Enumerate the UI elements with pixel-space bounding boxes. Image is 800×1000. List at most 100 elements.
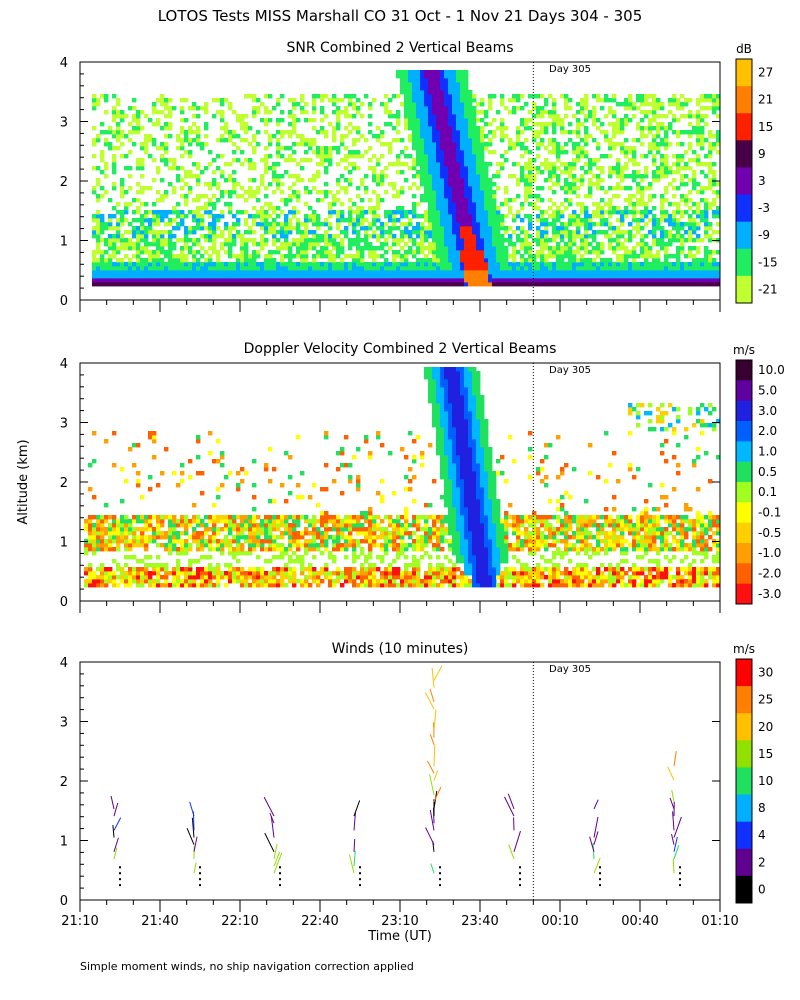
snr-cell <box>432 190 437 195</box>
snr-cell <box>148 218 153 223</box>
snr-cell <box>292 194 297 199</box>
snr-cell <box>564 94 569 99</box>
snr-cell <box>460 230 465 235</box>
snr-cell <box>100 150 105 155</box>
snr-cell <box>576 186 581 191</box>
snr-cell <box>172 270 177 275</box>
doppler-cell <box>124 579 129 584</box>
snr-cell <box>144 278 149 283</box>
doppler-cell <box>120 467 125 472</box>
snr-cell <box>356 150 361 155</box>
snr-cell <box>364 262 369 267</box>
snr-cell <box>548 170 553 175</box>
snr-cell <box>188 186 193 191</box>
snr-cell <box>536 262 541 267</box>
snr-cell <box>240 246 245 251</box>
snr-cell <box>436 142 441 147</box>
doppler-cell <box>136 535 141 540</box>
snr-cell <box>212 182 217 187</box>
snr-cell <box>152 218 157 223</box>
snr-cell <box>388 162 393 167</box>
snr-cell <box>332 130 337 135</box>
snr-cell <box>484 170 489 175</box>
snr-cell <box>444 114 449 119</box>
snr-cell <box>464 134 469 139</box>
snr-cell <box>436 138 441 143</box>
snr-cell <box>480 266 485 271</box>
snr-cell <box>580 178 585 183</box>
snr-cell <box>180 274 185 279</box>
snr-cell <box>196 126 201 131</box>
snr-cell <box>120 142 125 147</box>
snr-cell <box>356 98 361 103</box>
doppler-cell <box>160 583 165 588</box>
snr-cell <box>628 250 633 255</box>
snr-cell <box>472 230 477 235</box>
snr-cell <box>468 242 473 247</box>
doppler-cell <box>116 527 121 532</box>
snr-cell <box>516 126 521 131</box>
snr-cell <box>480 202 485 207</box>
snr-cell <box>448 234 453 239</box>
snr-cell <box>440 110 445 115</box>
snr-cell <box>536 242 541 247</box>
snr-cell <box>184 234 189 239</box>
snr-cell <box>352 106 357 111</box>
snr-cell <box>716 102 721 107</box>
snr-cell <box>668 242 673 247</box>
snr-cell <box>480 270 485 275</box>
snr-cell <box>236 158 241 163</box>
snr-cell <box>660 162 665 167</box>
snr-cell <box>312 110 317 115</box>
doppler-cell <box>112 527 117 532</box>
snr-cell <box>704 154 709 159</box>
snr-cell <box>444 214 449 219</box>
doppler-cell <box>136 575 141 580</box>
snr-cell <box>544 254 549 259</box>
snr-cell <box>452 278 457 283</box>
snr-cell <box>556 262 561 267</box>
snr-colorbar-tick-label: 3 <box>758 174 766 188</box>
snr-cell <box>400 190 405 195</box>
snr-cell <box>300 250 305 255</box>
snr-cell <box>316 162 321 167</box>
snr-cell <box>240 194 245 199</box>
snr-cell <box>340 214 345 219</box>
snr-cell <box>288 186 293 191</box>
snr-cell <box>660 194 665 199</box>
doppler-cell <box>156 523 161 528</box>
snr-cell <box>224 98 229 103</box>
snr-cell <box>532 134 537 139</box>
snr-cell <box>504 262 509 267</box>
snr-cell <box>224 278 229 283</box>
doppler-cell <box>116 547 121 552</box>
snr-cell <box>192 138 197 143</box>
snr-cell <box>560 202 565 207</box>
snr-cell <box>488 142 493 147</box>
snr-cell <box>192 242 197 247</box>
snr-cell <box>176 174 181 179</box>
snr-cell <box>128 282 133 287</box>
snr-cell <box>444 274 449 279</box>
snr-cell <box>340 138 345 143</box>
snr-cell <box>696 206 701 211</box>
snr-cell <box>708 98 713 103</box>
snr-cell <box>360 210 365 215</box>
snr-cell <box>296 218 301 223</box>
snr-cell <box>500 258 505 263</box>
snr-cell <box>640 190 645 195</box>
doppler-cell <box>140 583 145 588</box>
snr-colorbar-tick-label: -9 <box>758 228 770 242</box>
snr-cell <box>472 238 477 243</box>
snr-cell <box>716 214 721 219</box>
snr-cell <box>708 270 713 275</box>
snr-cell <box>680 166 685 171</box>
doppler-cell <box>88 567 93 572</box>
snr-cell <box>100 186 105 191</box>
snr-cell <box>288 226 293 231</box>
snr-cell <box>336 106 341 111</box>
snr-cell <box>676 102 681 107</box>
snr-cell <box>460 270 465 275</box>
snr-cell <box>576 118 581 123</box>
snr-cell <box>608 210 613 215</box>
